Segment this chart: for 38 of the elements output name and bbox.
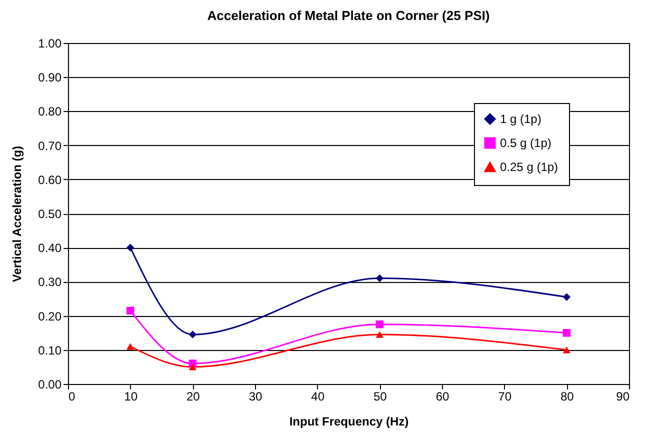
point <box>376 331 384 338</box>
legend-label: 0.5 g (1p) <box>500 136 552 150</box>
y-tick-label: 0.60 <box>38 172 62 187</box>
y-tick-label: 0.90 <box>38 70 62 85</box>
x-tick-label: 50 <box>373 390 388 404</box>
y-tick-label: 0.30 <box>38 275 62 290</box>
point <box>562 346 571 354</box>
y-axis-title: Vertical Acceleration (g) <box>10 146 24 282</box>
x-tick-label: 60 <box>436 390 450 404</box>
y-tick-label: 0.20 <box>38 309 62 324</box>
point <box>376 320 384 328</box>
x-tick-label: 0 <box>68 390 76 404</box>
point <box>126 306 134 315</box>
point <box>562 328 571 337</box>
point <box>376 274 384 282</box>
point <box>126 244 134 252</box>
y-tick-label: 1.00 <box>38 36 62 50</box>
x-tick-label: 20 <box>186 390 200 404</box>
y-tick-label: 0.70 <box>38 138 62 153</box>
point <box>188 330 197 338</box>
x-tick-label: 80 <box>560 390 574 404</box>
y-tick-label: 0.00 <box>38 378 62 392</box>
y-tick-label: 0.10 <box>38 343 62 358</box>
x-tick-label: 30 <box>248 390 262 404</box>
legend-label: 1 g (1p) <box>500 112 542 126</box>
y-tick-label: 0.40 <box>38 241 62 256</box>
legend-label: 0.25 g (1p) <box>500 160 558 174</box>
chart-title: Acceleration of Metal Plate on Corner (25 PSI) <box>207 8 490 23</box>
x-tick-label: 40 <box>311 390 325 404</box>
point <box>562 293 571 301</box>
point <box>126 343 134 350</box>
x-axis-title: Input Frequency (Hz) <box>289 414 409 428</box>
y-tick-label: 0.50 <box>38 207 62 221</box>
x-tick-label: 90 <box>616 390 630 404</box>
point <box>188 364 197 370</box>
x-tick-label: 10 <box>124 390 138 404</box>
y-tick-label: 0.80 <box>38 104 62 119</box>
x-tick-label: 70 <box>498 390 512 404</box>
